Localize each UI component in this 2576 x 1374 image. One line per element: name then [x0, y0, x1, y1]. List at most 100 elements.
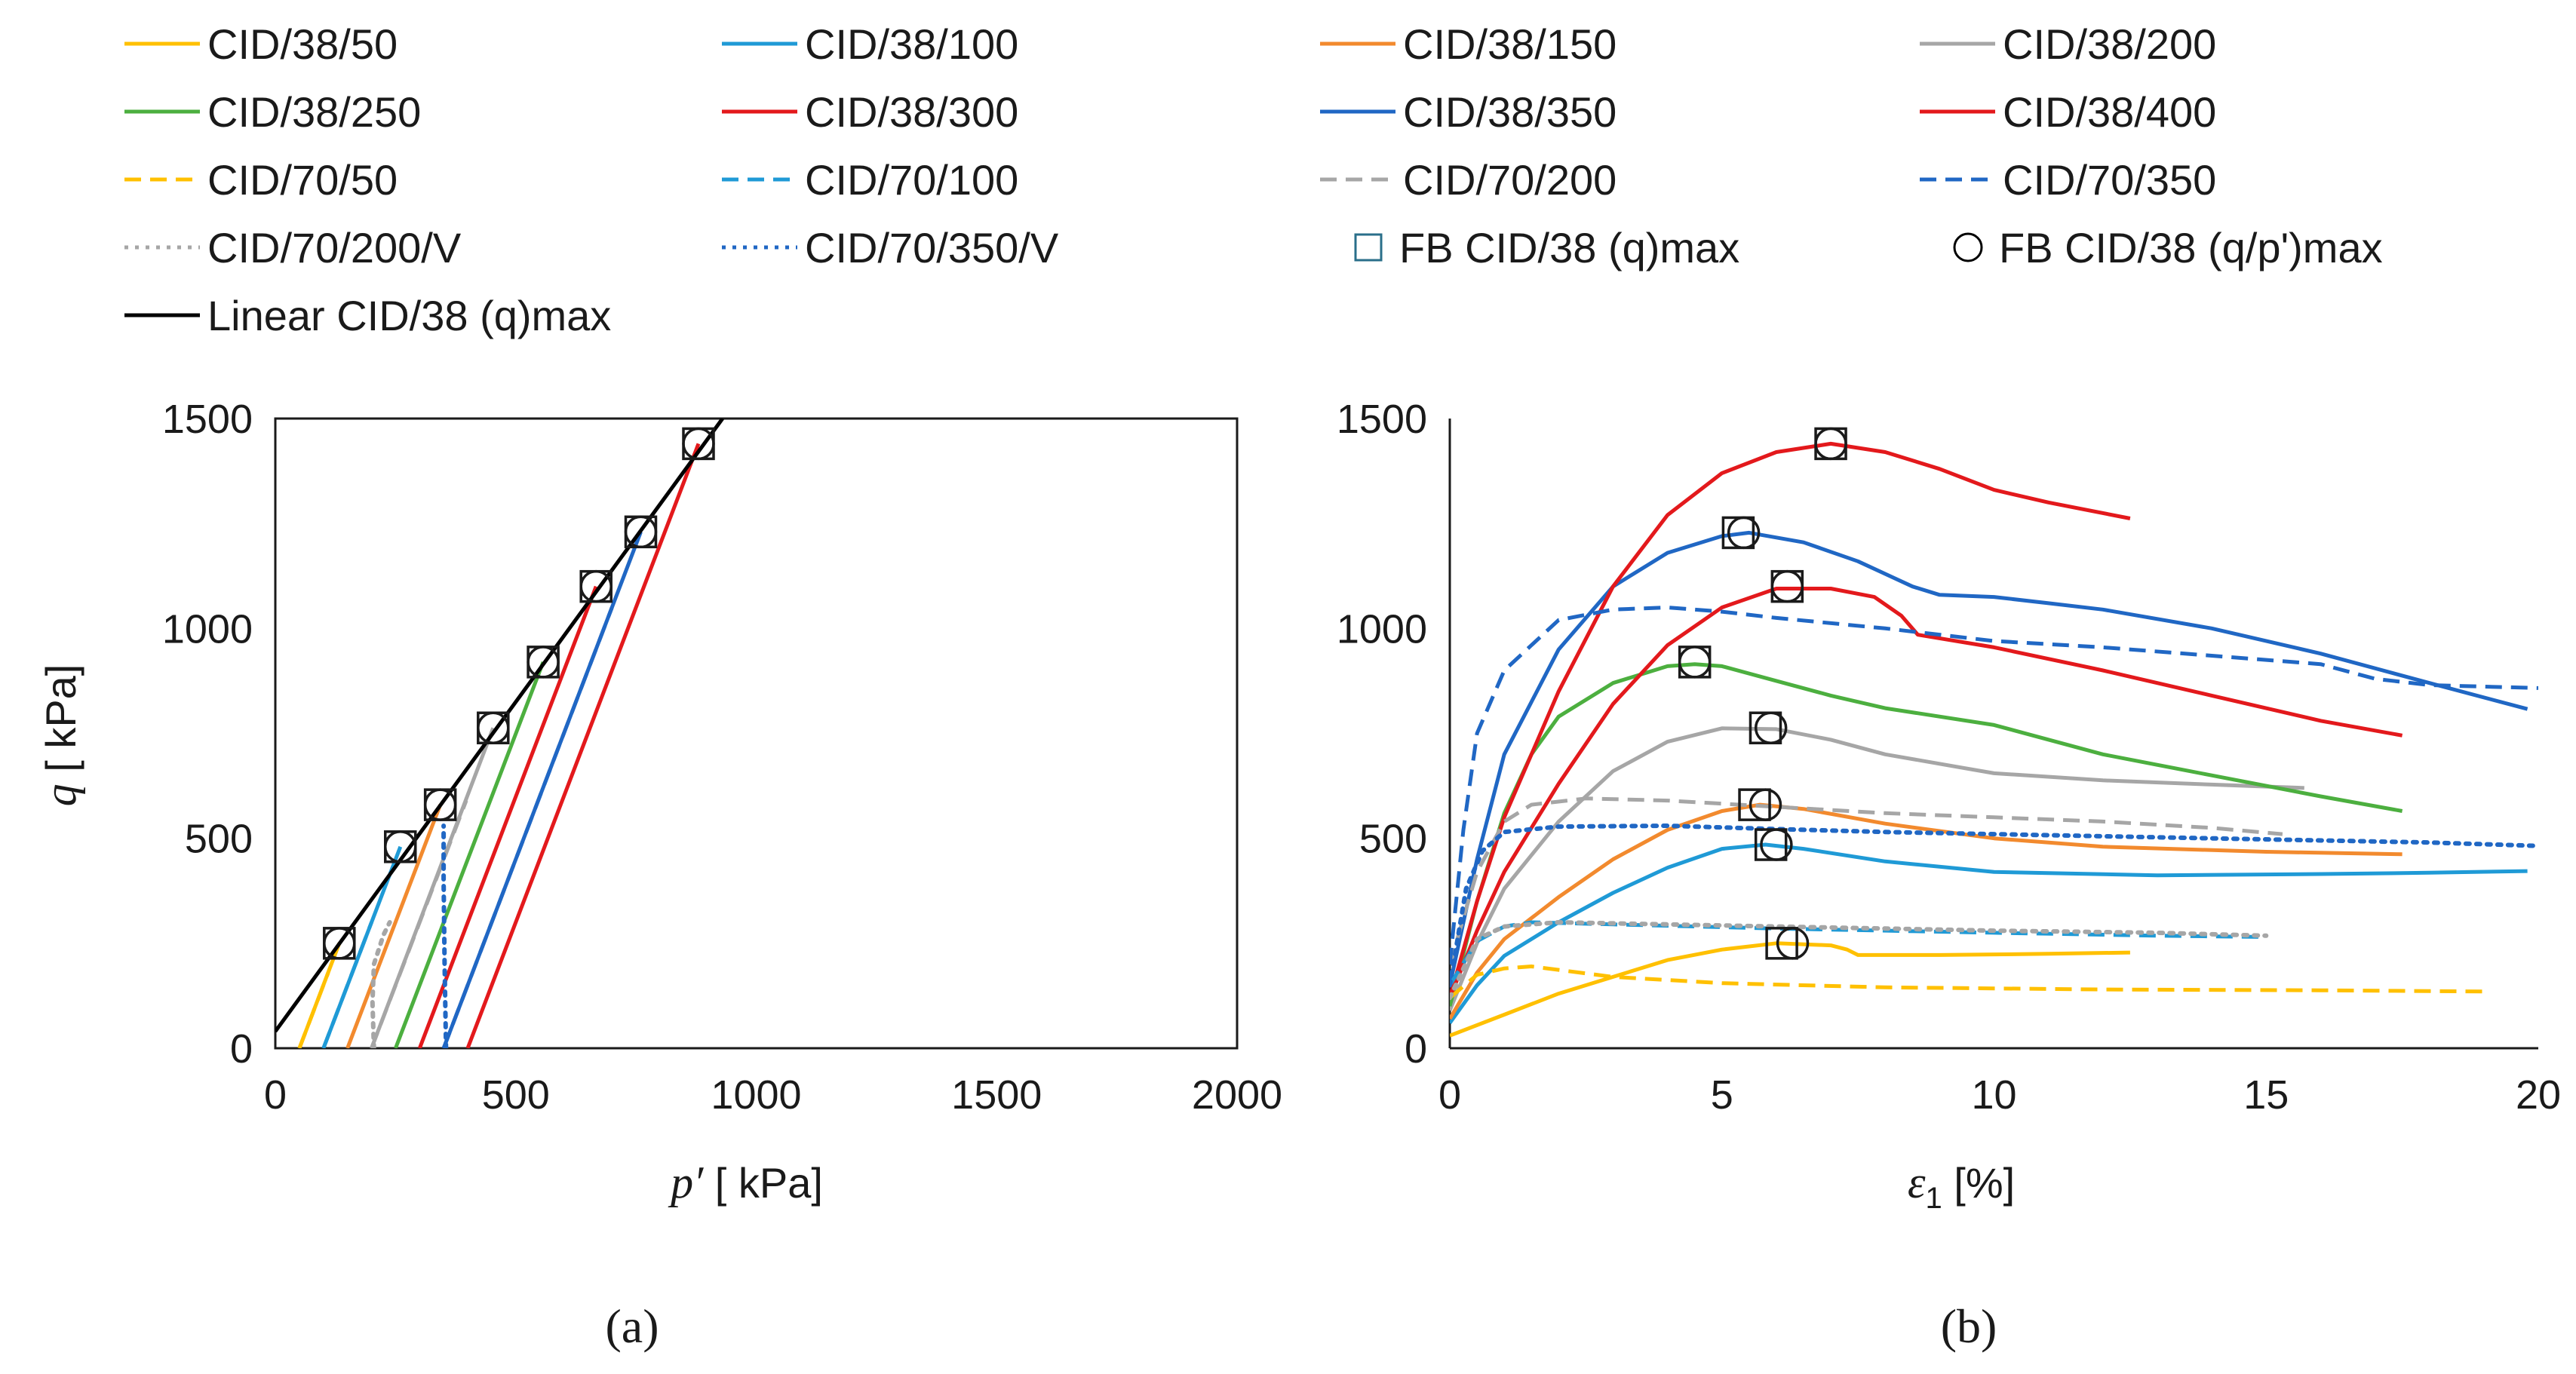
- x-tick-label: 5: [1711, 1072, 1733, 1118]
- legend-item-linear-cid-38-q-max: Linear CID/38 (q)max: [124, 292, 611, 339]
- qp-max-circle-marker: [1727, 516, 1761, 550]
- x-tick-label: 15: [2243, 1072, 2289, 1118]
- legend-item-fb-cid-38-q-max: FB CID/38 (q)max: [1354, 224, 1739, 271]
- x-tick-label: 500: [482, 1072, 550, 1118]
- legend-item-cid-70-50: CID/70/50: [124, 156, 398, 204]
- series-line-cid-38-400: [465, 443, 701, 1048]
- legend-item-cid-70-200-v: CID/70/200/V: [124, 224, 462, 271]
- y-axis-title-a: q [ kPa]: [35, 664, 85, 807]
- y-tick-label: 0: [230, 1026, 253, 1072]
- x-tick-label: 20: [2516, 1072, 2561, 1118]
- legend-label: CID/70/100: [805, 156, 1018, 204]
- series-line-linear-cid-38-q-max: [275, 419, 724, 1033]
- legend-label: CID/70/200: [1403, 156, 1617, 204]
- q-max-square-marker: [1738, 788, 1771, 821]
- series-line-cid-70-350-v: [441, 823, 449, 1048]
- x-tick-label: 1500: [951, 1072, 1042, 1118]
- x-axis-symbol-b: ε: [1908, 1158, 1926, 1207]
- x-tick-label: 2000: [1192, 1072, 1282, 1118]
- series-line-cid-38-350: [1450, 530, 2528, 986]
- legend-circle-marker-icon: [1953, 232, 1983, 262]
- panel-label-b: (b): [1941, 1299, 1997, 1353]
- y-tick-label: 0: [1405, 1026, 1427, 1072]
- legend-item-cid-38-50: CID/38/50: [124, 20, 398, 68]
- qp-max-circle-marker: [1754, 711, 1788, 745]
- series-line-cid-38-300: [417, 585, 598, 1048]
- legend-label: CID/70/350/V: [805, 224, 1059, 271]
- legend-item-cid-38-400: CID/38/400: [1920, 88, 2216, 136]
- qp-max-circle-marker: [423, 788, 457, 821]
- legend-label: CID/38/250: [207, 88, 421, 136]
- legend-label: CID/70/350: [2003, 156, 2216, 204]
- x-tick-label: 10: [1971, 1072, 2016, 1118]
- legend-label: CID/38/400: [2003, 88, 2216, 136]
- x-ticks-b: 0 5 10 15 20: [1438, 1072, 2561, 1118]
- x-axis-unit-a: [ kPa]: [703, 1159, 823, 1207]
- legend-label: CID/70/50: [207, 156, 398, 204]
- qp-max-circle-marker: [1770, 569, 1804, 603]
- y-tick-label: 1500: [162, 397, 253, 442]
- x-axis-unit-b: [%]: [1942, 1159, 2015, 1207]
- series-line-cid-38-300: [1450, 587, 2403, 999]
- qp-max-circle-marker: [1814, 427, 1847, 461]
- qp-max-circle-marker: [1678, 646, 1712, 679]
- legend-label: CID/38/100: [805, 20, 1018, 68]
- x-tick-label: 1000: [711, 1072, 801, 1118]
- legend-item-cid-70-100: CID/70/100: [722, 156, 1018, 204]
- series-line-cid-70-350: [1450, 606, 2538, 965]
- x-axis-subscript-b: 1: [1925, 1182, 1942, 1215]
- legend-item-cid-70-350: CID/70/350: [1920, 156, 2216, 204]
- y-tick-label: 1500: [1337, 397, 1427, 442]
- series-line-cid-70-100: [321, 922, 373, 1048]
- legend-label: CID/38/350: [1403, 88, 1617, 136]
- series-line-cid-70-350: [441, 606, 614, 1048]
- series-group-a: [275, 419, 724, 1048]
- qp-max-circle-marker: [384, 830, 417, 863]
- x-axis-title-a: p′ [ kPa]: [668, 1158, 823, 1207]
- series-line-cid-38-400: [1450, 441, 2131, 998]
- y-ticks-a: 0 500 1000 1500: [162, 397, 253, 1072]
- qp-max-circle-marker: [477, 711, 510, 745]
- y-ticks-b: 0 500 1000 1500: [1337, 397, 1427, 1072]
- y-tick-label: 500: [185, 817, 253, 862]
- qp-max-circle-marker: [1749, 788, 1782, 821]
- y-tick-label: 500: [1359, 817, 1427, 862]
- chart-panel-b: 0 5 10 15 20 0 500 1000 1500 ε1 [%] (b): [1337, 397, 2561, 1353]
- legend-item-cid-38-200: CID/38/200: [1920, 20, 2216, 68]
- x-axis-symbol-a: p′: [668, 1158, 704, 1207]
- y-axis-symbol-a: q: [35, 784, 85, 806]
- series-line-cid-38-150: [345, 804, 443, 1048]
- qp-max-circle-marker: [527, 646, 560, 679]
- q-max-square-marker: [1765, 927, 1798, 960]
- legend: CID/38/50 CID/38/100 CID/38/150 CID/38/200 C…: [124, 20, 2383, 339]
- legend-label: CID/38/300: [805, 88, 1018, 136]
- legend-item-fb-cid-38-q-p-max: FB CID/38 (q/p')max: [1953, 224, 2383, 271]
- series-line-cid-38-200: [1450, 726, 2304, 1011]
- series-line-cid-70-50: [1450, 965, 2484, 1000]
- legend-label: Linear CID/38 (q)max: [207, 292, 611, 339]
- panel-label-a: (a): [605, 1299, 659, 1353]
- legend-item-cid-38-100: CID/38/100: [722, 20, 1018, 68]
- series-line-cid-70-200: [1450, 796, 2283, 965]
- legend-label: CID/38/200: [2003, 20, 2216, 68]
- legend-item-cid-38-250: CID/38/250: [124, 88, 421, 136]
- legend-item-cid-38-150: CID/38/150: [1320, 20, 1617, 68]
- qp-max-circle-marker: [1776, 927, 1810, 960]
- series-group-b: [1450, 441, 2538, 1038]
- legend-label: FB CID/38 (q/p')max: [1999, 224, 2383, 271]
- legend-label: CID/38/50: [207, 20, 398, 68]
- legend-square-marker-icon: [1354, 233, 1383, 262]
- series-line-cid-38-250: [394, 661, 545, 1048]
- legend-item-cid-38-350: CID/38/350: [1320, 88, 1617, 136]
- legend-label: CID/38/150: [1403, 20, 1617, 68]
- qp-max-circle-marker: [323, 927, 356, 960]
- series-line-cid-70-200: [370, 799, 468, 1048]
- series-line-cid-70-50: [297, 971, 330, 1048]
- qp-max-circle-marker: [624, 515, 658, 549]
- markers-group-a: [323, 427, 715, 960]
- qp-max-circle-marker: [1760, 828, 1793, 861]
- qp-max-circle-marker: [579, 569, 613, 603]
- x-axis-title-b: ε1 [%]: [1908, 1158, 2015, 1215]
